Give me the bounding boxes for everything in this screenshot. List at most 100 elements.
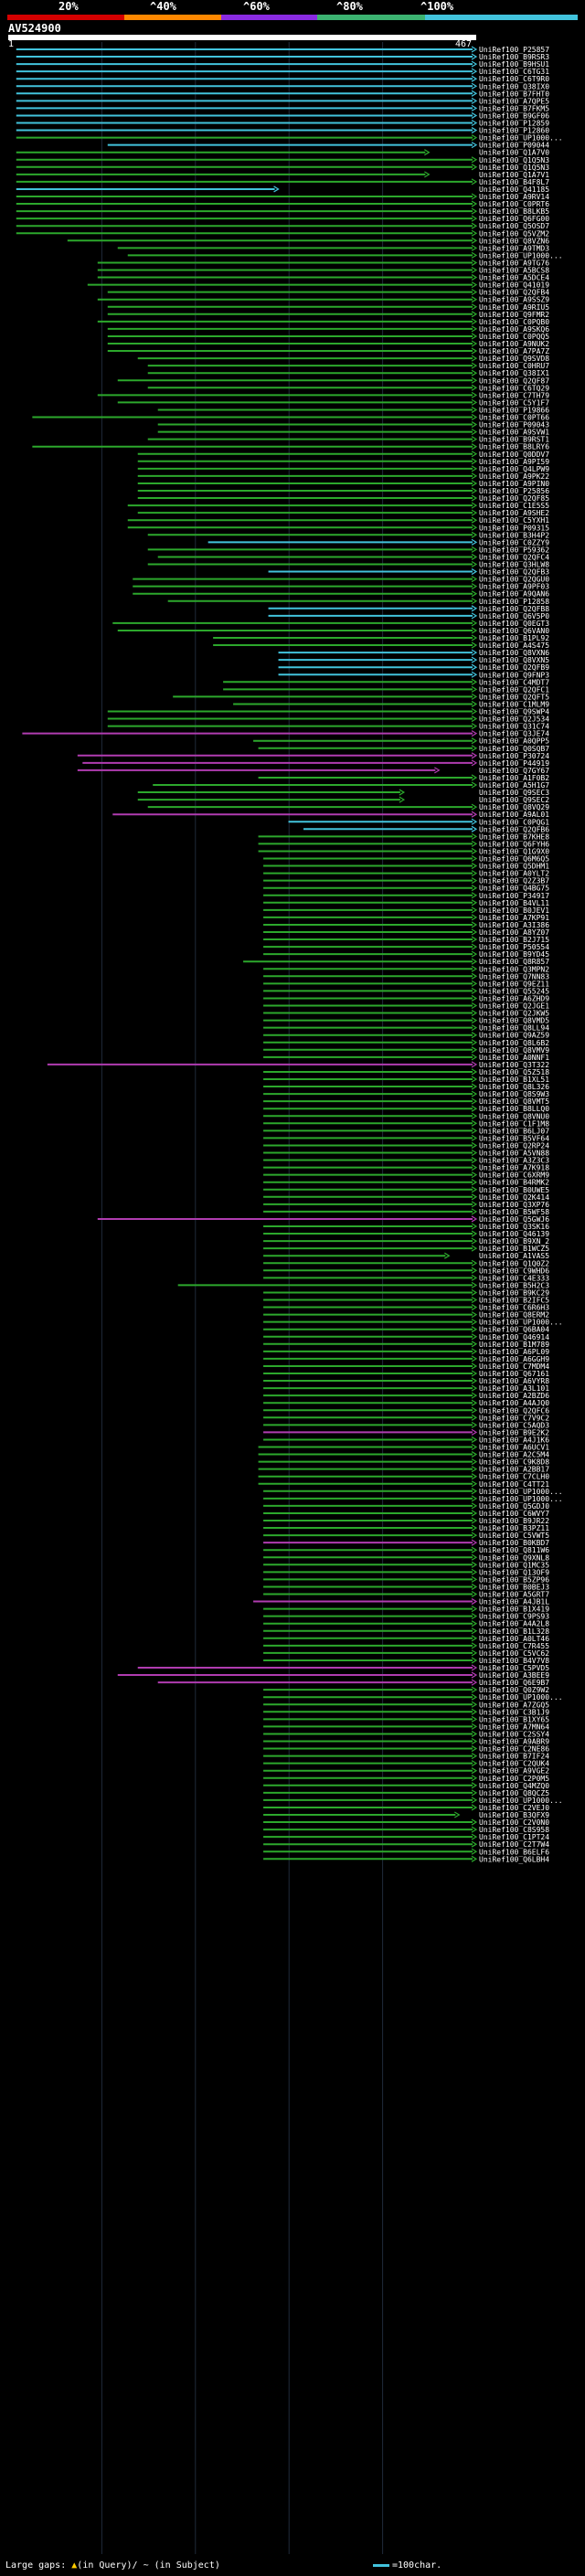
hit-row[interactable]: UniRef100_Q8LL94 [263,1024,549,1033]
hit-row[interactable]: UniRef100_C0ZZY9 [207,538,550,546]
hit-row[interactable]: UniRef100_B1WCZ5 [263,1245,549,1253]
hit-label[interactable]: UniRef100_P25856 [479,487,549,495]
hit-label[interactable]: UniRef100_Q3SK16 [479,1223,549,1231]
hit-row[interactable]: UniRef100_C5Y1F7 [117,398,549,407]
hit-label[interactable]: UniRef100_B1X419 [479,1606,549,1614]
hit-label[interactable]: UniRef100_C0PT66 [479,414,549,422]
hit-label[interactable]: UniRef100_A9RV14 [479,193,549,201]
hit-row[interactable]: UniRef100_P34917 [263,892,549,900]
hit-row[interactable]: UniRef100_A2C5M4 [258,1451,550,1459]
hit-label[interactable]: UniRef100_Q8VXN6 [479,649,549,657]
hit-label[interactable]: UniRef100_A0QPP5 [479,737,549,746]
hit-label[interactable]: UniRef100_A2BZD6 [479,1392,549,1400]
hit-row[interactable]: UniRef100_Q9SVD8 [137,355,550,363]
hit-row[interactable]: UniRef100_A5BCS8 [97,267,549,275]
hit-row[interactable]: UniRef100_B7FKM5 [16,104,549,112]
hit-label[interactable]: UniRef100_Q2QGU0 [479,576,549,584]
hit-label[interactable]: UniRef100_Q2QFC1 [479,685,549,694]
hit-row[interactable]: UniRef100_B1L328 [263,1627,549,1636]
hit-row[interactable]: UniRef100_UP1000... [263,1495,563,1503]
hit-row[interactable]: UniRef100_Q1MC35 [263,1561,549,1569]
hit-row[interactable]: UniRef100_Q2QFB8 [268,605,550,613]
hit-label[interactable]: UniRef100_Q6BA04 [479,1326,549,1334]
hit-row[interactable]: UniRef100_C8S958 [263,1826,549,1834]
hit-row[interactable]: UniRef100_C0HRU7 [147,362,550,370]
hit-label[interactable]: UniRef100_C5AQD3 [479,1421,549,1429]
hit-label[interactable]: UniRef100_C9K8D8 [479,1458,549,1467]
hit-label[interactable]: UniRef100_A4A2L8 [479,1620,549,1628]
hit-label[interactable]: UniRef100_A9SKQ6 [479,325,549,334]
hit-row[interactable]: UniRef100_Q2K414 [263,1193,549,1202]
hit-row[interactable]: UniRef100_Q2QF87 [117,376,549,385]
hit-row[interactable]: UniRef100_Q1Q5N3 [16,156,549,164]
hit-label[interactable]: UniRef100_Q2QF87 [479,376,549,385]
hit-row[interactable]: UniRef100_A9NUK2 [107,340,549,348]
hit-row[interactable]: UniRef100_B9XN_2 [263,1237,549,1246]
hit-row[interactable]: UniRef100_Q8VQ29 [147,803,550,811]
hit-row[interactable]: UniRef100_B6ELF6 [263,1848,549,1856]
hit-row[interactable]: UniRef100_Q6M6Q5 [263,855,549,864]
hit-label[interactable]: UniRef100_Q1Q0Z2 [479,1259,549,1267]
hit-row[interactable]: UniRef100_C0PRT6 [16,200,549,208]
hit-row[interactable]: UniRef100_C6T9R0 [16,75,549,83]
hit-label[interactable]: UniRef100_Q67161 [479,1370,549,1378]
hit-label[interactable]: UniRef100_Q0EGT3 [479,620,549,628]
hit-row[interactable]: UniRef100_A4AJQ0 [263,1399,549,1407]
hit-row[interactable]: UniRef100_A1F0B2 [258,774,550,782]
hit-row[interactable]: UniRef100_C1E5S5 [127,502,549,510]
hit-row[interactable]: UniRef100_C1MLM9 [233,700,549,708]
hit-label[interactable]: UniRef100_UP1000... [479,251,563,260]
hit-label[interactable]: UniRef100_A9PF03 [479,583,549,591]
hit-label[interactable]: UniRef100_Q0DDV7 [479,451,549,459]
hit-row[interactable]: UniRef100_P12858 [167,598,550,606]
hit-label[interactable]: UniRef100_A7QPE5 [479,97,549,105]
hit-label[interactable]: UniRef100_Q2JKW5 [479,1010,549,1018]
hit-label[interactable]: UniRef100_A9RIU5 [479,303,549,312]
hit-row[interactable]: UniRef100_C1F1M8 [263,1119,549,1128]
hit-row[interactable]: UniRef100_A3BEE9 [117,1671,549,1680]
hit-label[interactable]: UniRef100_Q0Z9W2 [479,1686,549,1694]
hit-row[interactable]: UniRef100_Q41019 [87,281,549,290]
hit-row[interactable]: UniRef100_Q1Q5N3 [16,164,549,172]
hit-label[interactable]: UniRef100_Q0SQB7 [479,745,549,753]
hit-label[interactable]: UniRef100_P12860 [479,127,549,135]
hit-row[interactable]: UniRef100_Q2QFB3 [268,568,550,577]
hit-label[interactable]: UniRef100_Q9SWP4 [479,708,549,716]
hit-row[interactable]: UniRef100_B4VL11 [263,899,549,907]
hit-label[interactable]: UniRef100_UP1000... [479,1488,563,1496]
hit-row[interactable]: UniRef100_Q3SK16 [263,1223,549,1231]
hit-row[interactable]: UniRef100_Q67161 [263,1370,549,1378]
hit-label[interactable]: UniRef100_A6GGH9 [479,1355,549,1363]
hit-label[interactable]: UniRef100_Q3JE74 [479,730,549,738]
hit-label[interactable]: UniRef100_C0PQQ5 [479,333,549,341]
hit-row[interactable]: UniRef100_B2IFC5 [263,1297,549,1305]
hit-label[interactable]: UniRef100_A9VGE2 [479,1767,549,1776]
hit-label[interactable]: UniRef100_P44919 [479,759,549,768]
hit-label[interactable]: UniRef100_A3Z3C3 [479,1157,549,1165]
hit-label[interactable]: UniRef100_B1XL51 [479,1076,549,1084]
hit-label[interactable]: UniRef100_B6LJ07 [479,1127,549,1135]
hit-row[interactable]: UniRef100_C5PVD5 [137,1664,550,1672]
hit-label[interactable]: UniRef100_Q3MPN2 [479,965,549,973]
hit-label[interactable]: UniRef100_A4JB1L [479,1598,549,1606]
hit-label[interactable]: UniRef100_Q8ERM2 [479,1311,549,1320]
hit-row[interactable]: UniRef100_Q1Q0Z2 [263,1259,549,1267]
hit-label[interactable]: UniRef100_A5GRT7 [479,1591,549,1599]
hit-row[interactable]: UniRef100_C3B1J9 [263,1708,549,1716]
hit-row[interactable]: UniRef100_C2P0M5 [263,1775,549,1783]
hit-label[interactable]: UniRef100_A2C5M4 [479,1451,549,1459]
hit-label[interactable]: UniRef100_Q2QFB8 [479,605,549,613]
hit-label[interactable]: UniRef100_Q811W6 [479,1546,549,1554]
hit-row[interactable]: UniRef100_C9PS93 [263,1613,549,1621]
hit-label[interactable]: UniRef100_C4MDT7 [479,678,549,686]
hit-row[interactable]: UniRef100_P09043 [157,421,550,429]
hit-row[interactable]: UniRef100_A9AL01 [112,811,549,819]
hit-label[interactable]: UniRef100_B5WF58 [479,1208,549,1216]
hit-label[interactable]: UniRef100_B0BEJ3 [479,1583,549,1591]
hit-label[interactable]: UniRef100_B1L328 [479,1627,549,1636]
hit-label[interactable]: UniRef100_C4E333 [479,1274,549,1282]
hit-label[interactable]: UniRef100_Q5Z518 [479,1068,549,1076]
hit-row[interactable]: UniRef100_A9QAN6 [133,590,549,599]
hit-label[interactable]: UniRef100_C0PQB0 [479,318,549,326]
hit-label[interactable]: UniRef100_Q2Z3B7 [479,877,549,885]
